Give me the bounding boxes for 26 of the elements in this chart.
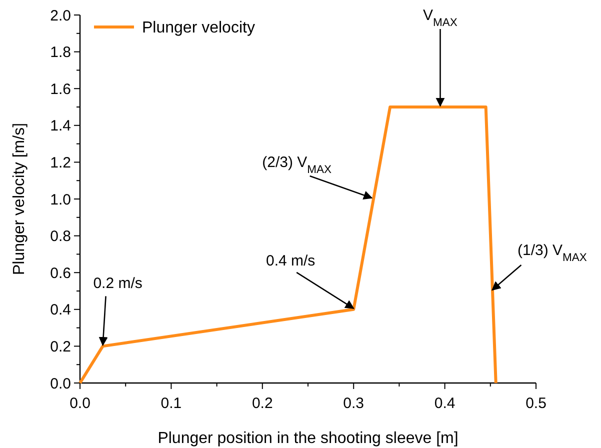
y-tick-label: 0.0 bbox=[50, 375, 71, 392]
x-tick-label: 0.0 bbox=[70, 395, 90, 412]
y-tick-label: 1.6 bbox=[50, 80, 71, 98]
y-tick-label: 0.6 bbox=[50, 264, 71, 282]
x-tick-label: 0.2 bbox=[252, 395, 273, 412]
x-tick-label: 0.5 bbox=[526, 395, 546, 412]
y-tick-label: 2.0 bbox=[50, 7, 71, 24]
y-tick-label: 1.4 bbox=[50, 118, 71, 135]
annotation: (2/3) V$_{MAX}$ bbox=[262, 154, 332, 176]
annotation: V$_{MAX}$ bbox=[423, 7, 458, 29]
y-tick-label: 1.8 bbox=[50, 44, 71, 62]
y-axis-title: Plunger velocity [m/s] bbox=[11, 122, 28, 276]
y-tick-label: 0.4 bbox=[50, 302, 71, 319]
x-tick-label: 0.4 bbox=[434, 395, 456, 412]
x-tick-label: 0.1 bbox=[160, 395, 182, 412]
legend-label: Plunger velocity bbox=[142, 20, 255, 37]
annotation: 0.4 m/s bbox=[266, 252, 316, 270]
annotation: (1/3) V$_{MAX}$ bbox=[518, 242, 588, 264]
y-tick-label: 0.2 bbox=[50, 338, 71, 356]
annotation: 0.2 m/s bbox=[93, 275, 142, 292]
y-tick-label: 1.0 bbox=[50, 191, 71, 208]
x-axis-title: Plunger position in the shooting sleeve [m] bbox=[158, 430, 458, 447]
x-tick-label: 0.3 bbox=[343, 395, 364, 412]
line-series bbox=[78, 106, 498, 384]
y-tick-label: 1.2 bbox=[50, 154, 71, 172]
y-tick-label: 0.8 bbox=[50, 228, 71, 246]
